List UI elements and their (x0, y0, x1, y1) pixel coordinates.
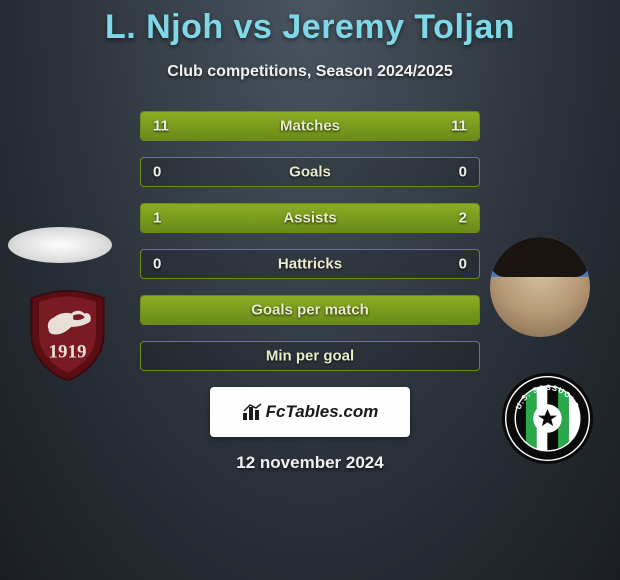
stat-row: Goals per match (140, 295, 480, 325)
badge-year: 1919 (49, 341, 87, 362)
club-badge-left: 1919 (20, 287, 115, 382)
stat-row: Goals0 0 (140, 157, 480, 187)
brand-badge: FcTables.com (210, 387, 410, 437)
stat-bars: Matches1111Goals00Assists12Hattricks00Go… (140, 111, 480, 371)
stat-bar-left (141, 296, 479, 324)
stat-value-left: 0 (153, 164, 161, 181)
stat-value-right: 0 (459, 164, 467, 181)
player-right-avatar (490, 237, 590, 337)
player-left-avatar (8, 227, 112, 263)
stat-row: Matches1111 (140, 111, 480, 141)
page-title: L. Njoh vs Jeremy Toljan (0, 0, 620, 47)
stat-label: Min per goal (141, 348, 479, 365)
brand-text: FcTables.com (266, 402, 379, 422)
stat-bar-left (141, 112, 479, 140)
club-badge-right: U.S. SASSUOLO (500, 371, 595, 466)
stat-value-right: 0 (459, 256, 467, 273)
stat-row: Assists12 (140, 203, 480, 233)
chart-icon (242, 403, 262, 421)
stat-label: Hattricks (141, 256, 479, 273)
stat-value-left: 0 (153, 256, 161, 273)
subtitle: Club competitions, Season 2024/2025 (0, 63, 620, 81)
stat-row: Min per goal (140, 341, 480, 371)
stat-bar-left (141, 204, 479, 232)
stat-label: Goals (141, 164, 479, 181)
comparison-content: 1919 U.S. SASSUO (0, 111, 620, 473)
stat-row: Hattricks0 0 (140, 249, 480, 279)
